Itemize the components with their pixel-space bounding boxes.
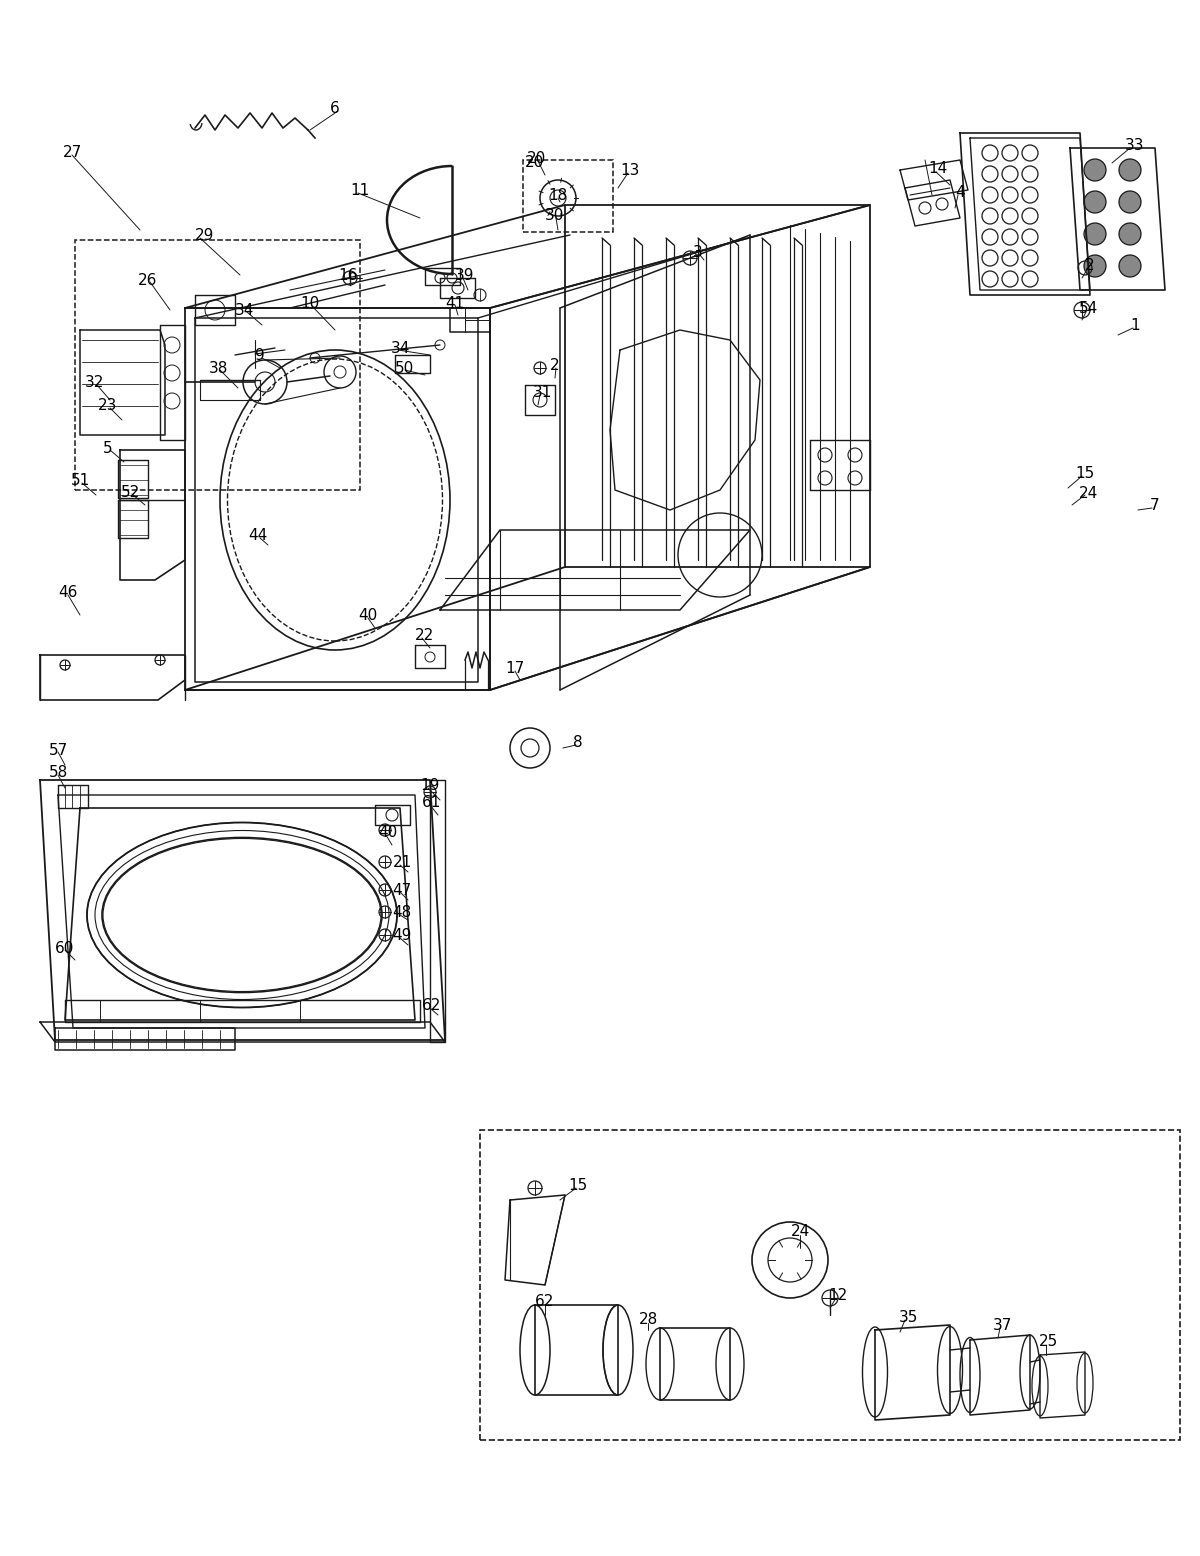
Text: 22: 22 (415, 627, 434, 643)
Text: 2: 2 (1085, 257, 1094, 272)
Text: 18: 18 (548, 188, 568, 202)
Circle shape (1084, 255, 1106, 277)
Text: 40: 40 (378, 825, 397, 840)
Circle shape (1120, 223, 1141, 244)
Text: 62: 62 (535, 1295, 554, 1310)
Text: 2: 2 (550, 358, 560, 372)
Circle shape (1120, 159, 1141, 180)
Text: 17: 17 (505, 660, 524, 675)
Text: 34: 34 (235, 302, 254, 317)
Text: 19: 19 (420, 778, 439, 792)
Circle shape (1084, 191, 1106, 213)
Text: 61: 61 (422, 795, 442, 809)
Circle shape (1120, 255, 1141, 277)
Text: 44: 44 (248, 527, 268, 543)
Text: 13: 13 (620, 162, 640, 177)
Text: 16: 16 (338, 268, 358, 283)
Text: 15: 15 (569, 1178, 588, 1192)
Text: 25: 25 (1038, 1335, 1057, 1349)
Text: 33: 33 (1126, 137, 1145, 152)
Text: 34: 34 (390, 341, 409, 355)
Text: 10: 10 (300, 296, 319, 311)
Text: 24: 24 (1079, 485, 1098, 501)
Text: 30: 30 (545, 207, 565, 223)
Text: 49: 49 (392, 927, 412, 943)
Text: 6: 6 (330, 101, 340, 115)
Text: 29: 29 (196, 227, 215, 243)
Bar (523, 160, 613, 232)
Text: 15: 15 (1075, 465, 1094, 481)
Text: 38: 38 (209, 361, 228, 375)
Text: 20: 20 (527, 151, 546, 165)
Text: 62: 62 (422, 997, 442, 1013)
Circle shape (1084, 159, 1106, 180)
Text: 39: 39 (455, 268, 475, 283)
Text: 8: 8 (574, 734, 583, 750)
Text: 23: 23 (98, 397, 118, 412)
Text: 9: 9 (256, 347, 265, 363)
Text: 50: 50 (395, 361, 415, 375)
Text: 3: 3 (694, 244, 703, 260)
Text: 40: 40 (359, 607, 378, 622)
Text: 57: 57 (48, 742, 67, 758)
Bar (480, 1130, 1180, 1439)
Text: 58: 58 (48, 764, 67, 780)
Text: 35: 35 (899, 1310, 918, 1326)
Text: 37: 37 (994, 1318, 1013, 1332)
Text: 12: 12 (828, 1288, 847, 1304)
Text: 54: 54 (1079, 300, 1098, 316)
Text: 28: 28 (638, 1313, 658, 1327)
Text: 14: 14 (929, 160, 948, 176)
Text: 32: 32 (85, 375, 104, 389)
Text: 48: 48 (392, 904, 412, 920)
Circle shape (1084, 223, 1106, 244)
Text: 7: 7 (1150, 498, 1160, 512)
Text: 11: 11 (350, 182, 370, 198)
Bar (74, 240, 360, 490)
Text: 20: 20 (526, 154, 545, 170)
Text: 5: 5 (103, 440, 113, 456)
Text: 27: 27 (62, 145, 82, 160)
Text: 52: 52 (120, 484, 139, 499)
Text: 21: 21 (392, 854, 412, 870)
Text: 51: 51 (71, 473, 90, 487)
Circle shape (1120, 191, 1141, 213)
Text: 41: 41 (445, 296, 464, 311)
Text: 1: 1 (1130, 317, 1140, 333)
Text: 4: 4 (955, 185, 965, 199)
Text: 46: 46 (59, 585, 78, 599)
Text: 31: 31 (533, 384, 552, 400)
Text: 47: 47 (392, 882, 412, 898)
Text: 26: 26 (138, 272, 157, 288)
Text: 24: 24 (791, 1225, 810, 1240)
Text: 60: 60 (55, 940, 74, 955)
